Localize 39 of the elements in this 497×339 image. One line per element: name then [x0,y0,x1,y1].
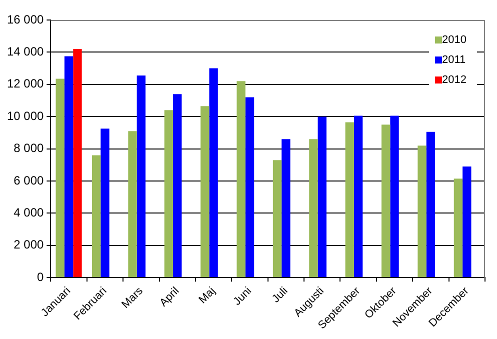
bar [236,81,246,278]
bar [282,139,290,278]
bar [318,116,326,278]
y-tick-label: 2 000 [14,238,44,252]
bar [390,116,399,278]
y-tick-label: 12 000 [7,76,44,91]
y-tick-label: 16 000 [7,12,44,26]
bar [64,56,74,278]
bar [100,128,110,278]
bar [73,48,82,278]
legend-label: 2012 [442,74,466,86]
bar [454,178,463,278]
y-tick-label: 10 000 [7,108,44,123]
bar [381,124,390,278]
bar [164,110,174,278]
bar [136,76,146,278]
bar [128,131,137,278]
y-tick-label: 0 [37,270,44,284]
y-tick-label: 8 000 [14,141,44,156]
bar [200,106,210,278]
y-tick-label: 4 000 [14,206,44,220]
legend-label: 2011 [442,54,466,66]
x-tick-label: Juli [270,285,290,306]
bar [272,160,282,278]
bar [345,122,354,278]
x-tick-label: Maj [196,285,218,306]
bar [173,94,182,278]
bar [209,68,218,278]
legend-label: 2010 [442,34,466,46]
bar [462,166,472,278]
bar [245,97,254,278]
bar [56,78,64,278]
bar [354,116,363,278]
bar [418,146,426,278]
bar [426,132,436,278]
y-tick-label: 6 000 [14,173,44,188]
y-tick-label: 14 000 [7,44,44,59]
bar [309,139,318,278]
bar [92,155,101,278]
